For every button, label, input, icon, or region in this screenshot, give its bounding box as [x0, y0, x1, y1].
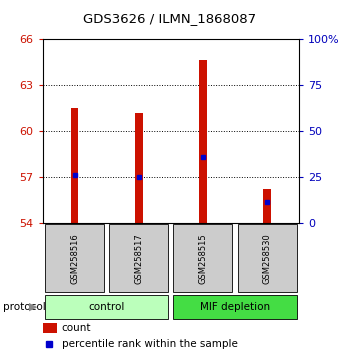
- Text: protocol: protocol: [3, 302, 46, 312]
- Text: GDS3626 / ILMN_1868087: GDS3626 / ILMN_1868087: [83, 12, 257, 25]
- Text: control: control: [88, 302, 125, 312]
- Bar: [173, 224, 233, 292]
- Text: GSM258517: GSM258517: [134, 233, 143, 284]
- Bar: [238, 224, 296, 292]
- Bar: [71, 108, 79, 223]
- Text: percentile rank within the sample: percentile rank within the sample: [62, 339, 238, 349]
- Bar: [173, 295, 296, 319]
- Bar: [42, 324, 57, 333]
- Text: count: count: [62, 323, 91, 333]
- Bar: [199, 61, 207, 223]
- Text: GSM258515: GSM258515: [199, 233, 207, 284]
- Text: MIF depletion: MIF depletion: [200, 302, 270, 312]
- Bar: [45, 224, 104, 292]
- Text: GSM258530: GSM258530: [262, 233, 272, 284]
- Text: ▶: ▶: [29, 302, 37, 312]
- Bar: [135, 113, 142, 223]
- Bar: [45, 295, 168, 319]
- Bar: [109, 224, 168, 292]
- Bar: [263, 189, 271, 223]
- Text: GSM258516: GSM258516: [70, 233, 79, 284]
